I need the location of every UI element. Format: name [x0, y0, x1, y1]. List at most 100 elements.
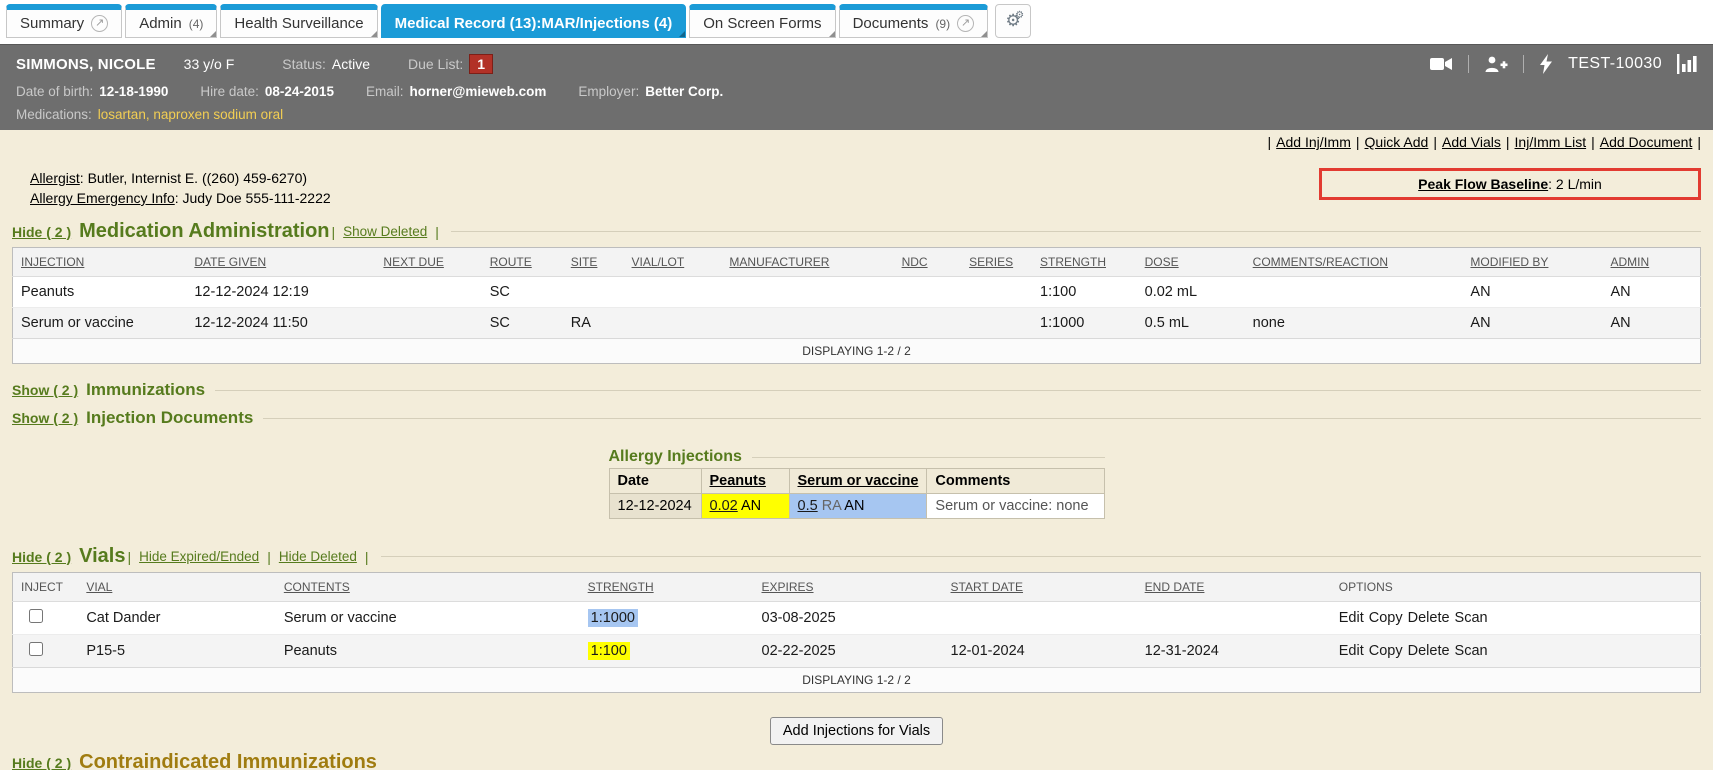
cell-next-due: [375, 276, 482, 308]
peanuts-dose-link[interactable]: 0.02: [709, 498, 738, 514]
medications-label: Medications:: [16, 106, 92, 122]
inject-checkbox[interactable]: [29, 609, 43, 623]
divider: [1468, 55, 1470, 73]
col-series[interactable]: SERIES: [961, 247, 1032, 277]
col-injection[interactable]: INJECTION: [12, 247, 187, 277]
peanuts-column-link[interactable]: Peanuts: [709, 473, 766, 489]
allergy-emergency-line: Allergy Emergency Info: Judy Doe 555-111…: [30, 188, 331, 208]
bar-chart-icon[interactable]: [1677, 54, 1699, 74]
tab-summary[interactable]: Summary ↗: [6, 4, 123, 38]
cell-dose: 0.5 mL: [1136, 307, 1245, 339]
inject-checkbox[interactable]: [29, 642, 43, 656]
table-footer-row: DISPLAYING 1-2 / 2: [12, 667, 1701, 693]
delete-link[interactable]: Delete: [1407, 643, 1450, 659]
medication-link[interactable]: naproxen sodium oral: [146, 107, 283, 122]
col-strength[interactable]: STRENGTH: [1032, 247, 1137, 277]
cell-vial: Cat Dander: [78, 601, 276, 635]
cell-dose: 0.02 mL: [1136, 276, 1245, 308]
col-expires[interactable]: EXPIRES: [753, 572, 943, 602]
settings-button[interactable]: ⚙ ⚙: [995, 4, 1032, 38]
cell-options: Edit Copy Delete Scan: [1330, 601, 1701, 635]
medication-administration-table: INJECTION DATE GIVEN NEXT DUE ROUTE SITE…: [12, 247, 1701, 364]
peak-flow-baseline-link[interactable]: Peak Flow Baseline: [1418, 176, 1549, 192]
popout-arrow-icon[interactable]: ↗: [91, 15, 109, 32]
add-injections-for-vials-button[interactable]: Add Injections for Vials: [769, 717, 944, 745]
allergy-cell-date: 12-12-2024: [608, 493, 702, 519]
col-start-date[interactable]: START DATE: [942, 572, 1137, 602]
tab-documents-count: (9): [935, 16, 951, 31]
patient-name: SIMMONS, NICOLE: [16, 55, 156, 73]
edit-link[interactable]: Edit: [1338, 643, 1364, 659]
add-vials-link[interactable]: Add Vials: [1441, 134, 1501, 150]
peak-flow-baseline-box: Peak Flow Baseline: 2 L/min: [1319, 168, 1701, 200]
col-comments-reaction[interactable]: COMMENTS/REACTION: [1244, 247, 1463, 277]
serum-column-link[interactable]: Serum or vaccine: [797, 473, 919, 489]
tab-documents[interactable]: Documents (9) ↗: [838, 4, 989, 38]
injection-documents-show-link[interactable]: Show ( 2 ): [12, 410, 79, 426]
table-header-row: INJECT VIAL CONTENTS STRENGTH EXPIRES ST…: [12, 572, 1701, 602]
due-list-badge[interactable]: 1: [469, 54, 494, 74]
col-contents[interactable]: CONTENTS: [275, 572, 580, 602]
cell-comments: none: [1244, 307, 1463, 339]
col-dose[interactable]: DOSE: [1136, 247, 1245, 277]
col-next-due[interactable]: NEXT DUE: [375, 247, 482, 277]
dob-label: Date of birth:: [16, 83, 94, 99]
email-value[interactable]: horner@mieweb.com: [409, 83, 547, 99]
col-vial-lot[interactable]: VIAL/LOT: [623, 247, 722, 277]
col-modified-by[interactable]: MODIFIED BY: [1462, 247, 1603, 277]
col-site[interactable]: SITE: [562, 247, 624, 277]
medication-link[interactable]: losartan: [97, 106, 146, 122]
delete-link[interactable]: Delete: [1407, 610, 1450, 626]
tab-on-screen-forms-label: On Screen Forms: [703, 15, 822, 32]
contraindicated-hide-link[interactable]: Hide ( 2 ): [12, 754, 72, 770]
cell-next-due: [375, 307, 482, 339]
immunizations-show-link[interactable]: Show ( 2 ): [12, 382, 79, 398]
cell-strength: 1:100: [579, 634, 754, 668]
vials-hide-link[interactable]: Hide ( 2 ): [12, 548, 72, 565]
col-route[interactable]: ROUTE: [481, 247, 563, 277]
scan-link[interactable]: Scan: [1454, 643, 1488, 659]
inj-imm-list-link[interactable]: Inj/Imm List: [1514, 134, 1587, 150]
lightning-icon[interactable]: [1539, 54, 1553, 74]
med-admin-hide-link[interactable]: Hide ( 2 ): [12, 223, 72, 240]
col-admin[interactable]: ADMIN: [1602, 247, 1701, 277]
add-document-link[interactable]: Add Document: [1599, 134, 1693, 150]
edit-link[interactable]: Edit: [1338, 610, 1364, 626]
copy-link[interactable]: Copy: [1368, 643, 1403, 659]
tab-health-surveillance[interactable]: Health Surveillance: [220, 4, 378, 38]
cell-vial-lot: [623, 276, 722, 308]
add-inj-imm-link[interactable]: Add Inj/Imm: [1276, 134, 1351, 150]
cell-site: RA: [562, 307, 624, 339]
tab-on-screen-forms[interactable]: On Screen Forms: [689, 4, 836, 38]
col-manufacturer[interactable]: MANUFACTURER: [721, 247, 894, 277]
popout-arrow-icon[interactable]: ↗: [957, 15, 975, 32]
tab-medical-record-mar-injections[interactable]: Medical Record (13):MAR/Injections (4): [380, 4, 687, 38]
col-ndc[interactable]: NDC: [893, 247, 962, 277]
displaying-count: DISPLAYING 1-2 / 2: [12, 667, 1701, 693]
strength-highlight: 1:100: [587, 642, 630, 660]
copy-link[interactable]: Copy: [1368, 610, 1403, 626]
show-deleted-link[interactable]: Show Deleted: [343, 224, 428, 239]
camera-icon[interactable]: [1429, 55, 1453, 73]
cell-site: [562, 276, 624, 308]
allergy-emergency-info-link[interactable]: Allergy Emergency Info: [30, 190, 175, 206]
allergist-link[interactable]: Allergist: [30, 170, 80, 186]
scan-link[interactable]: Scan: [1454, 610, 1488, 626]
col-vial[interactable]: VIAL: [78, 572, 276, 602]
tab-dropdown-fold: [370, 31, 377, 37]
col-strength[interactable]: STRENGTH: [579, 572, 754, 602]
strength-highlight: 1:1000: [587, 609, 638, 627]
person-add-icon[interactable]: [1484, 55, 1508, 73]
cell-start-date: 12-01-2024: [942, 634, 1137, 668]
medication-administration-heading: Hide ( 2 ) Medication Administration | S…: [12, 220, 1701, 243]
tab-admin[interactable]: Admin (4): [125, 4, 218, 38]
hide-expired-ended-link[interactable]: Hide Expired/Ended: [139, 549, 260, 564]
quick-add-link[interactable]: Quick Add: [1364, 134, 1429, 150]
col-date-given[interactable]: DATE GIVEN: [186, 247, 376, 277]
immunizations-title: Immunizations: [86, 380, 206, 399]
allergy-injections-panel: Allergy Injections Date Peanuts Serum or…: [608, 448, 1105, 519]
col-end-date[interactable]: END DATE: [1136, 572, 1331, 602]
serum-dose-link[interactable]: 0.5: [797, 498, 818, 514]
hide-deleted-link[interactable]: Hide Deleted: [278, 549, 357, 564]
cell-strength: 1:1000: [579, 601, 754, 635]
